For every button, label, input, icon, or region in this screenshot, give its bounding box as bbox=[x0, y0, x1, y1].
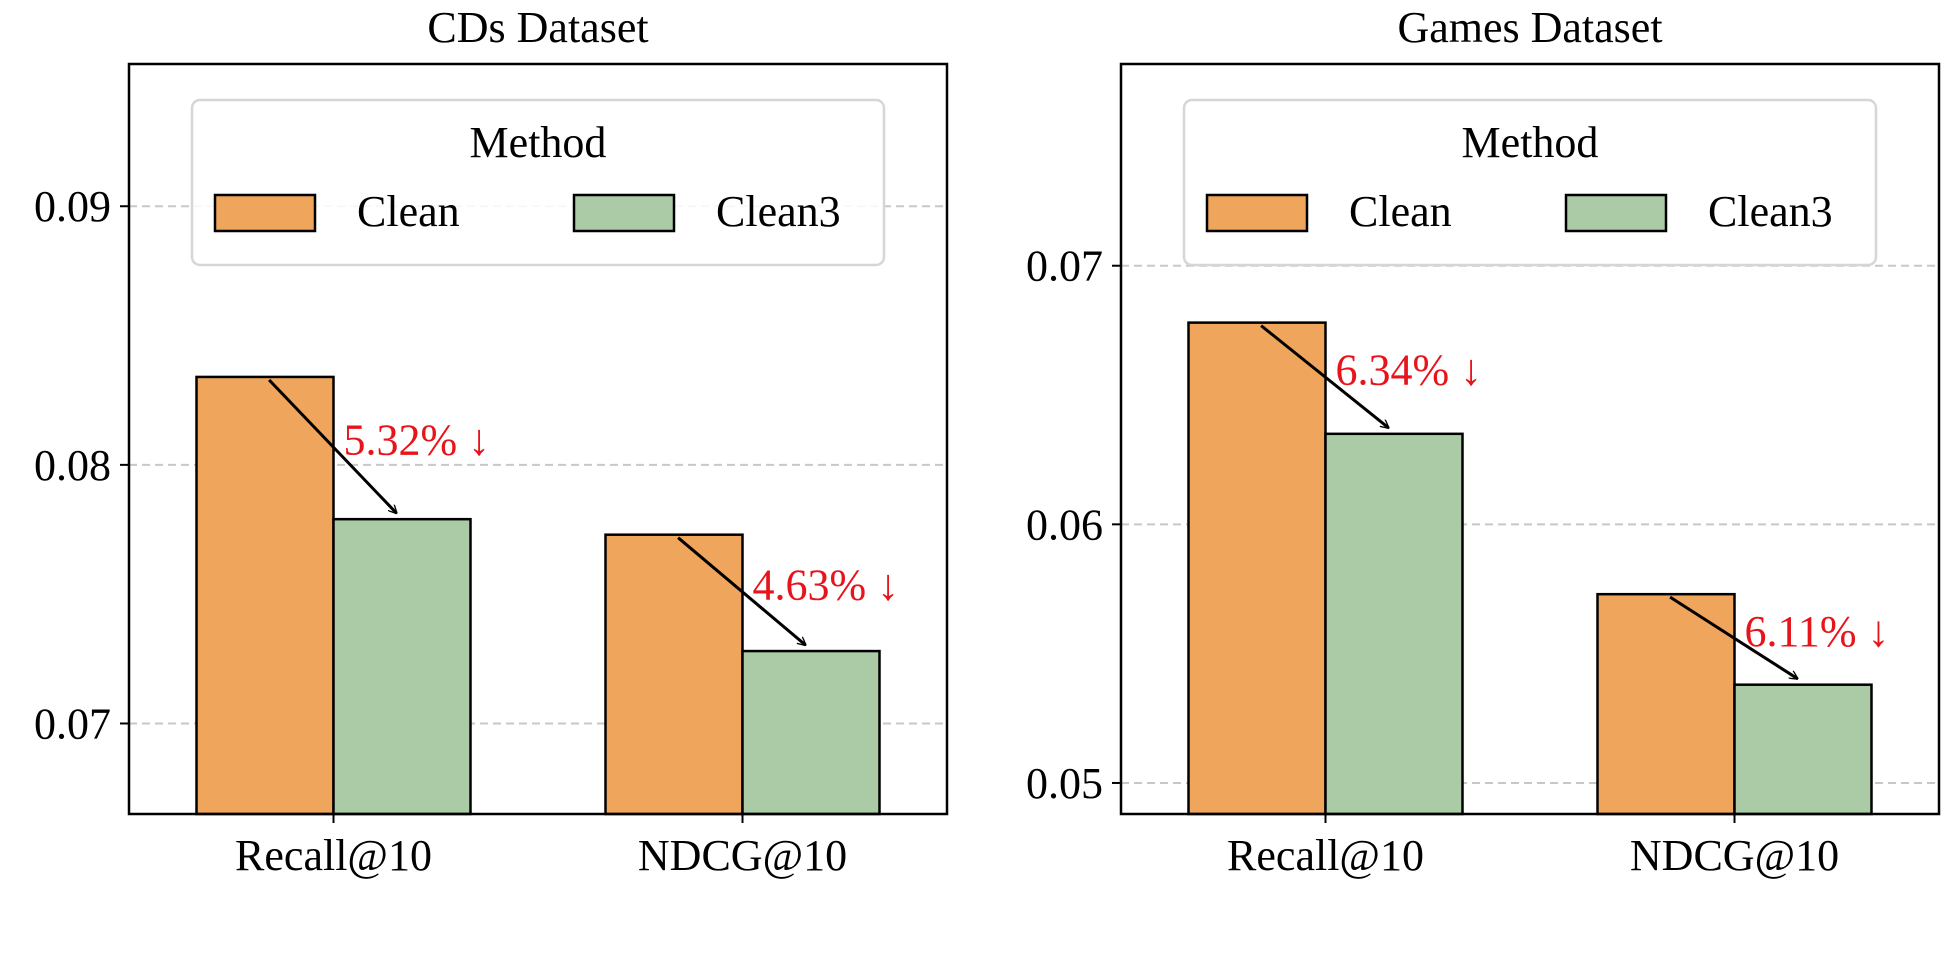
bar-clean-recall-at-10 bbox=[1187, 321, 1327, 816]
plot-frame bbox=[127, 62, 949, 816]
y-tick-label: 0.07 bbox=[34, 699, 111, 748]
legend-box bbox=[1182, 98, 1878, 267]
x-tick-label: NDCG@10 bbox=[638, 831, 847, 880]
legend-box bbox=[190, 98, 886, 267]
legend-title: Method bbox=[470, 118, 607, 167]
chart-panel-1: CDs Dataset 0.07 0.08 0.09 Recall@10 NDCG@10 5… bbox=[34, 3, 949, 880]
decrease-arrow bbox=[677, 536, 805, 645]
x-tick-label: Recall@10 bbox=[1227, 831, 1424, 880]
y-tick-label: 0.08 bbox=[34, 441, 111, 490]
legend-title: Method bbox=[1462, 118, 1599, 167]
y-tick-label: 0.09 bbox=[34, 182, 111, 231]
chart-title: CDs Dataset bbox=[427, 3, 648, 52]
x-tick-label: Recall@10 bbox=[235, 831, 432, 880]
legend-label-clean3: Clean3 bbox=[1708, 187, 1833, 236]
bar-clean-ndcg-at-10 bbox=[1596, 592, 1736, 816]
decrease-annotation: 5.32% ↓ bbox=[344, 416, 491, 465]
legend-swatch-clean bbox=[213, 193, 317, 233]
legend-label-clean: Clean bbox=[357, 187, 460, 236]
decrease-arrow bbox=[1260, 324, 1388, 428]
bar-clean3-ndcg-at-10 bbox=[1733, 683, 1873, 816]
y-tick-label: 0.05 bbox=[1026, 759, 1103, 808]
decrease-annotation: 6.34% ↓ bbox=[1336, 346, 1483, 395]
legend-swatch-clean3 bbox=[572, 193, 676, 233]
x-tick-label: NDCG@10 bbox=[1630, 831, 1839, 880]
bar-clean3-recall-at-10 bbox=[332, 517, 472, 816]
legend-swatch-clean3 bbox=[1564, 193, 1668, 233]
decrease-arrow bbox=[268, 378, 396, 513]
y-tick-label: 0.07 bbox=[1026, 242, 1103, 291]
bar-clean3-ndcg-at-10 bbox=[741, 649, 881, 816]
legend-swatch-clean bbox=[1205, 193, 1309, 233]
bar-clean3-recall-at-10 bbox=[1324, 432, 1464, 816]
plot-frame bbox=[1119, 62, 1941, 816]
decrease-annotation: 6.11% ↓ bbox=[1745, 607, 1890, 656]
legend-label-clean3: Clean3 bbox=[716, 187, 841, 236]
decrease-arrow bbox=[1669, 595, 1797, 679]
legend-label-clean: Clean bbox=[1349, 187, 1452, 236]
chart-panel-2: Games Dataset 0.05 0.06 0.07 Recall@10 NDCG@1… bbox=[1026, 3, 1941, 880]
bar-clean-recall-at-10 bbox=[195, 375, 335, 816]
chart-title: Games Dataset bbox=[1397, 3, 1662, 52]
y-tick-label: 0.06 bbox=[1026, 500, 1103, 549]
decrease-annotation: 4.63% ↓ bbox=[753, 560, 900, 609]
